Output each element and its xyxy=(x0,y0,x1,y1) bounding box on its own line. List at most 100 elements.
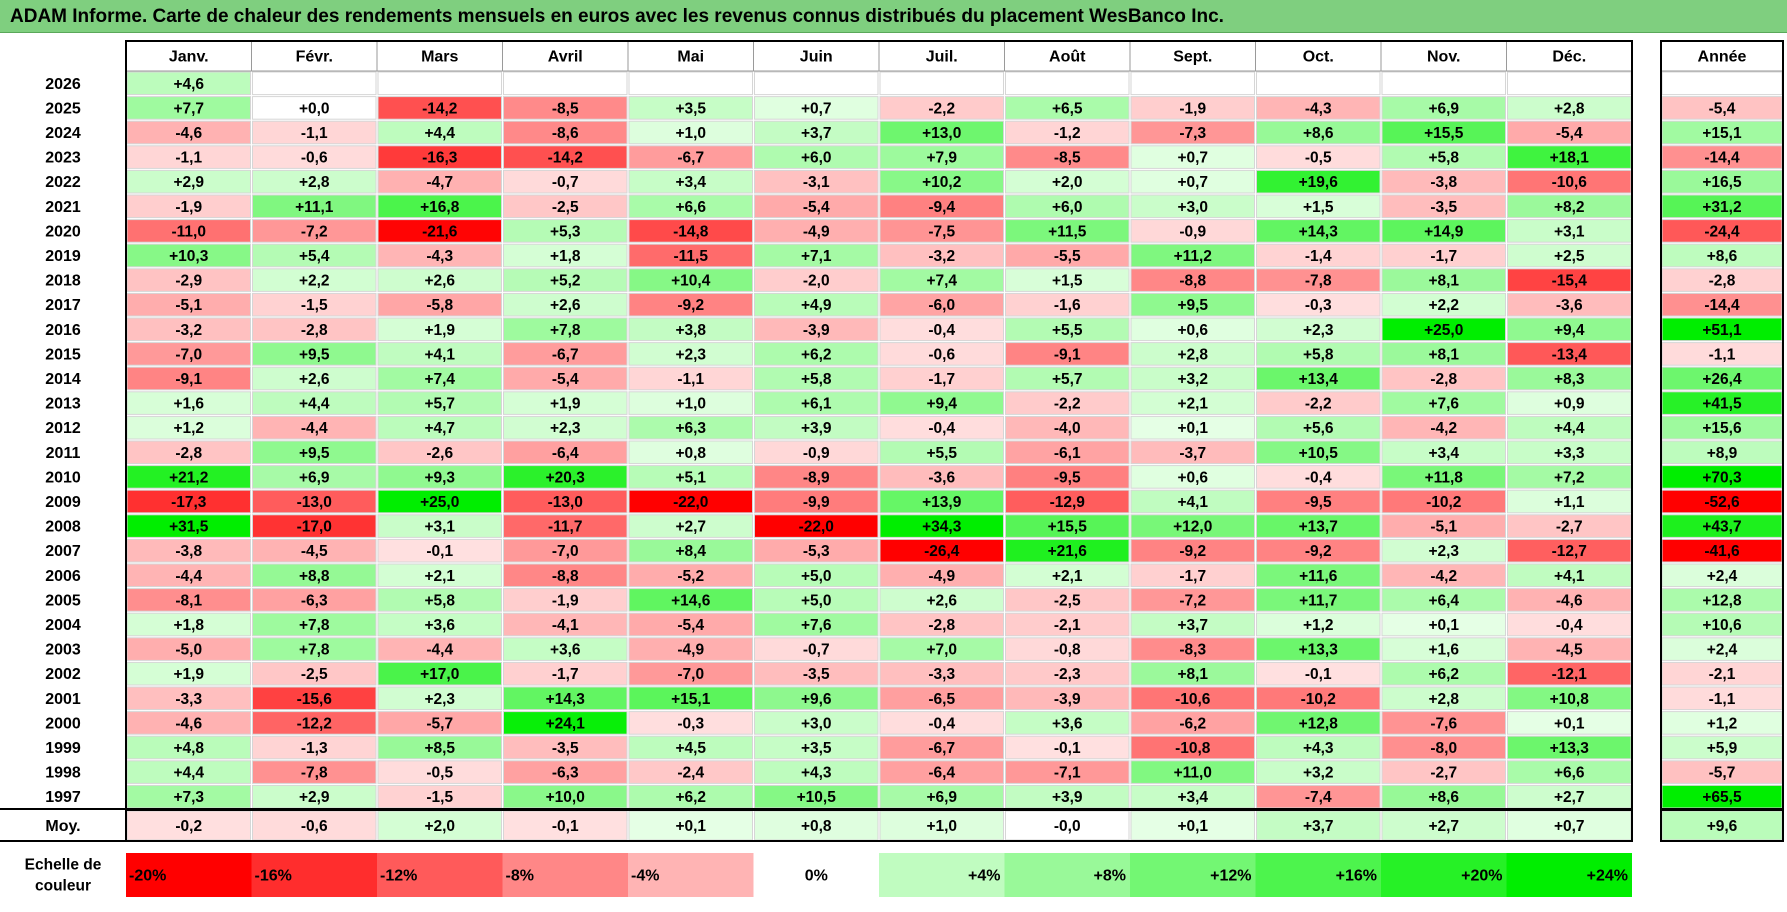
heatmap-cell xyxy=(1005,661,1130,686)
heatmap-cell xyxy=(503,120,628,145)
cell-value-label: -0,4 xyxy=(928,420,955,437)
cell-value-label: +9,5 xyxy=(299,445,330,462)
heatmap-cell xyxy=(252,686,377,711)
cell-value-label: +3,6 xyxy=(550,642,581,659)
heatmap-cell xyxy=(1005,391,1130,415)
cell-value-label: +0,7 xyxy=(1177,174,1208,191)
heatmap-cell xyxy=(879,194,1004,219)
cell-value-label: +15,1 xyxy=(671,691,711,708)
heatmap-cell xyxy=(1130,440,1255,465)
heatmap-cell xyxy=(252,96,377,120)
heatmap-cell xyxy=(879,96,1004,120)
cell-value-label: -10,2 xyxy=(1301,691,1336,708)
heatmap-cell xyxy=(377,661,502,686)
heatmap-cell xyxy=(628,440,753,465)
heatmap-cell xyxy=(1381,440,1506,465)
annual-value-label: +15,6 xyxy=(1702,420,1742,437)
cell-value-label: +0,9 xyxy=(1554,396,1585,413)
heatmap-cell xyxy=(1381,71,1506,96)
heatmap-cell xyxy=(377,637,502,661)
cell-value-label: -2,8 xyxy=(175,445,202,462)
heatmap-cell xyxy=(1005,514,1130,538)
cell-value-label: -2,2 xyxy=(1305,396,1332,413)
scale-swatch xyxy=(1130,853,1256,897)
cell-value-label: +2,1 xyxy=(424,568,455,585)
cell-value-label: -0,1 xyxy=(1054,740,1081,757)
cell-value-label: -6,4 xyxy=(928,765,955,782)
cell-value-label: -3,3 xyxy=(175,691,202,708)
heatmap-cell xyxy=(879,366,1004,391)
cell-value-label: +5,1 xyxy=(675,469,706,486)
annual-value-label: +41,5 xyxy=(1702,396,1742,413)
average-cell xyxy=(1005,810,1130,841)
cell-value-label: +5,5 xyxy=(1052,322,1083,339)
month-header-label: Oct. xyxy=(1303,49,1334,66)
chart-title: ADAM Informe. Carte de chaleur des rende… xyxy=(10,6,1224,27)
cell-value-label: -1,7 xyxy=(1179,568,1206,585)
heatmap-cell xyxy=(1005,538,1130,563)
cell-value-label: +8,6 xyxy=(1428,789,1459,806)
cell-value-label: -6,7 xyxy=(928,740,955,757)
heatmap-cell xyxy=(252,514,377,538)
heatmap-cell xyxy=(879,71,1004,96)
heatmap-cell xyxy=(628,194,753,219)
cell-value-label: -1,6 xyxy=(1054,297,1081,314)
annual-value-label: -41,6 xyxy=(1704,543,1740,560)
cell-value-label: -1,7 xyxy=(928,371,955,388)
cell-value-label: -0,4 xyxy=(1556,617,1583,634)
cell-value-label: +2,3 xyxy=(1428,543,1459,560)
heatmap-cell xyxy=(628,686,753,711)
cell-value-label: -9,5 xyxy=(1305,494,1332,511)
heatmap-cell xyxy=(377,292,502,317)
heatmap-cell xyxy=(1256,760,1381,784)
cell-value-label: +12,0 xyxy=(1173,519,1212,536)
heatmap-cell xyxy=(879,440,1004,465)
annual-value-label: +51,1 xyxy=(1702,322,1742,339)
year-label: 2000 xyxy=(45,715,81,732)
cell-value-label: -6,7 xyxy=(677,150,704,167)
cell-value-label: -4,4 xyxy=(426,642,453,659)
cell-value-label: -7,1 xyxy=(1054,765,1081,782)
heatmap-cell xyxy=(879,391,1004,415)
cell-value-label: +14,3 xyxy=(546,691,586,708)
cell-value-label: -11,5 xyxy=(674,248,709,265)
cell-value-label: +3,7 xyxy=(1177,617,1208,634)
cell-value-label: -1,9 xyxy=(552,592,579,609)
cell-value-label: -12,7 xyxy=(1552,543,1587,560)
cell-value-label: +8,4 xyxy=(675,543,706,560)
heatmap-cell xyxy=(252,342,377,366)
cell-value-label: +10,3 xyxy=(169,248,209,265)
heatmap-cell xyxy=(628,391,753,415)
cell-value-label: -6,1 xyxy=(1054,445,1081,462)
heatmap-cell xyxy=(503,465,628,489)
heatmap-cell xyxy=(628,538,753,563)
cell-value-label: -7,3 xyxy=(1179,125,1206,142)
heatmap-cell xyxy=(503,268,628,292)
heatmap-cell xyxy=(628,661,753,686)
heatmap-cell xyxy=(1381,465,1506,489)
heatmap-cell xyxy=(1130,711,1255,735)
cell-value-label: +5,7 xyxy=(424,396,455,413)
scale-swatch-label: -12% xyxy=(380,868,417,885)
cell-value-label: -5,8 xyxy=(426,297,453,314)
cell-value-label: +6,3 xyxy=(675,420,706,437)
heatmap-cell xyxy=(754,465,879,489)
cell-value-label: +1,5 xyxy=(1303,199,1334,216)
average-row-label: Moy. xyxy=(45,818,80,835)
heatmap-cell xyxy=(1005,342,1130,366)
cell-value-label: +6,0 xyxy=(1052,199,1083,216)
heatmap-cell xyxy=(1130,268,1255,292)
cell-value-label: -14,2 xyxy=(548,150,583,167)
heatmap-cell xyxy=(252,194,377,219)
heatmap-cell xyxy=(1381,612,1506,637)
cell-value-label: +5,7 xyxy=(1052,371,1083,388)
heatmap-cell xyxy=(628,637,753,661)
cell-value-label: -1,2 xyxy=(1054,125,1081,142)
cell-value-label: +3,0 xyxy=(1177,199,1208,216)
cell-value-label: -7,8 xyxy=(301,765,328,782)
scale-swatch xyxy=(1381,853,1507,897)
annual-value-label: -14,4 xyxy=(1704,150,1740,167)
heatmap-cell xyxy=(754,514,879,538)
annual-value-label: +43,7 xyxy=(1702,519,1741,536)
heatmap-cell xyxy=(377,219,502,243)
